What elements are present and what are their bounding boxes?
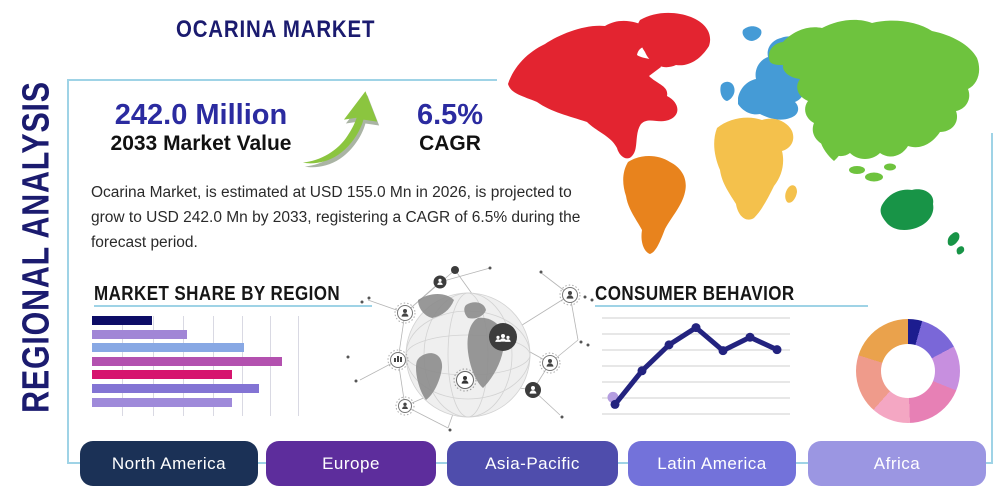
bar-segment: [92, 356, 282, 366]
bar-gridline: [213, 316, 214, 416]
line-heading-rule: [595, 305, 868, 307]
bar-segment: [92, 329, 187, 339]
region-button-latin-america[interactable]: Latin America: [628, 441, 796, 486]
bar-gridline: [122, 316, 123, 416]
market-value-number: 242.0 Million: [114, 99, 288, 131]
bar-row: [92, 343, 304, 353]
bar-gridline: [183, 316, 184, 416]
bar-row: [92, 316, 304, 325]
donut-hole: [881, 344, 935, 398]
map-north-america: [508, 12, 711, 159]
bar-gridline: [270, 316, 271, 416]
region-button-north-america[interactable]: North America: [80, 441, 258, 486]
region-button-asia-pacific[interactable]: Asia-Pacific: [447, 441, 618, 486]
globe-network-illustration: [338, 260, 600, 438]
map-south-america: [623, 156, 686, 254]
map-asia: [768, 19, 980, 182]
bar-segment: [92, 370, 232, 380]
cagr-label: CAGR: [419, 131, 481, 155]
bar-row: [92, 383, 304, 393]
donut-chart: [856, 319, 960, 423]
world-map: [500, 4, 1000, 266]
frame-border-top: [67, 79, 497, 81]
market-share-bar-chart: [92, 316, 304, 416]
growth-arrow-icon: [297, 84, 385, 168]
side-label-regional-analysis: REGIONAL ANALYSIS: [15, 81, 58, 413]
map-africa: [714, 117, 797, 220]
market-description: Ocarina Market, is estimated at USD 155.…: [91, 184, 581, 252]
page-title: OCARINA MARKET: [176, 16, 376, 43]
bar-row: [92, 356, 304, 366]
cagr-number: 6.5%: [416, 99, 484, 131]
bar-heading-rule: [94, 305, 372, 307]
bar-chart-heading: MARKET SHARE BY REGION: [94, 283, 341, 305]
bar-row: [92, 397, 304, 407]
frame-border-left: [67, 79, 69, 464]
bar-segment: [92, 383, 259, 393]
market-value-stat: 242.0 Million 2033 Market Value: [95, 99, 307, 156]
bar-row: [92, 370, 304, 380]
bar-gridline: [153, 316, 154, 416]
market-value-label: 2033 Market Value: [110, 131, 292, 155]
region-button-europe[interactable]: Europe: [266, 441, 436, 486]
frame-border-right: [991, 133, 993, 464]
region-button-africa[interactable]: Africa: [808, 441, 986, 486]
consumer-behavior-line-chart: [600, 312, 795, 422]
line-chart-heading: CONSUMER BEHAVIOR: [595, 283, 795, 305]
bar-row: [92, 329, 304, 339]
map-australia: [880, 189, 965, 255]
cagr-stat: 6.5% CAGR: [400, 99, 500, 156]
bar-segment: [92, 316, 152, 325]
bar-gridline: [298, 316, 299, 416]
bar-segment: [92, 343, 244, 353]
bar-segment: [92, 397, 232, 407]
bar-gridline: [242, 316, 243, 416]
